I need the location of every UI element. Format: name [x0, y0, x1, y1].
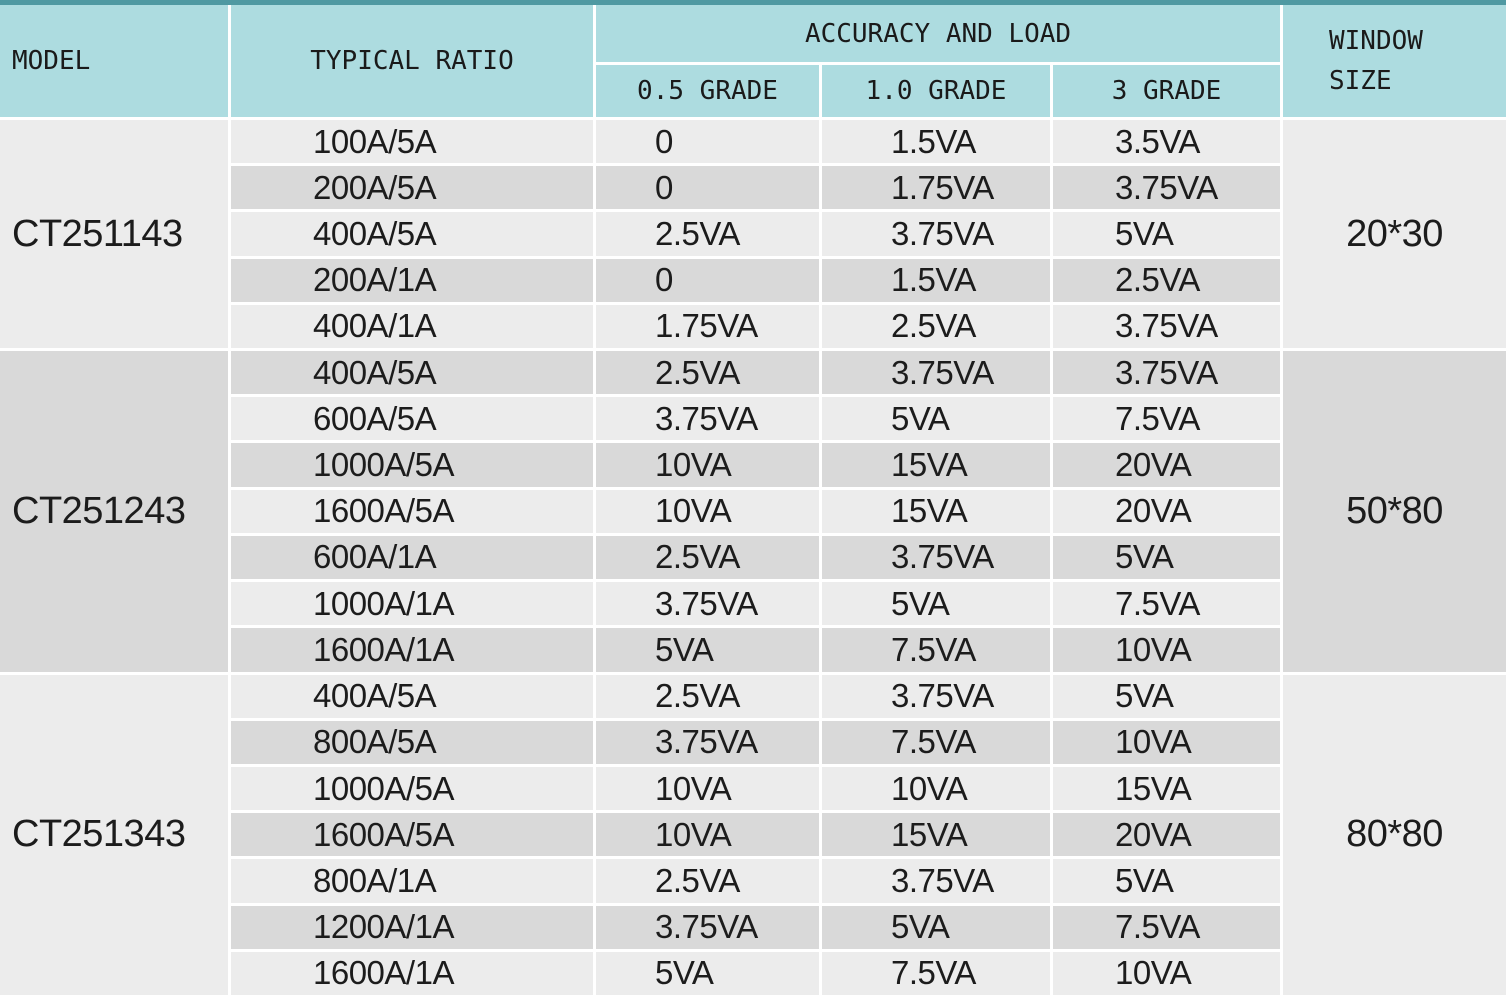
grade-3-cell: 20VA	[1053, 489, 1280, 533]
grade-3-cell: 3.75VA	[1053, 351, 1280, 395]
grade-10-cell: 5VA	[822, 905, 1050, 949]
header-model: MODEL	[0, 5, 228, 117]
grade-3-cell: 7.5VA	[1053, 582, 1280, 626]
grade-3-cell: 20VA	[1053, 443, 1280, 487]
grade-10-cell: 15VA	[822, 489, 1050, 533]
ratio-cell: 400A/5A	[231, 351, 593, 395]
grade-10-cell: 3.75VA	[822, 859, 1050, 903]
grade-10-cell: 1.5VA	[822, 258, 1050, 302]
grade-3-cell: 5VA	[1053, 535, 1280, 580]
grade-3-cell: 5VA	[1053, 859, 1280, 903]
grade-05-cell: 2.5VA	[596, 859, 819, 903]
grade-05-cell: 3.75VA	[596, 720, 819, 764]
ratio-cell: 200A/1A	[231, 258, 593, 302]
grade-05-cell: 3.75VA	[596, 397, 819, 441]
grade-05-cell: 10VA	[596, 766, 819, 811]
ratio-cell: 400A/5A	[231, 674, 593, 718]
ratio-cell: 800A/5A	[231, 720, 593, 764]
grade-05-cell: 0	[596, 166, 819, 210]
grade-10-cell: 2.5VA	[822, 304, 1050, 349]
ratio-cell: 1600A/1A	[231, 951, 593, 995]
grade-3-cell: 10VA	[1053, 628, 1280, 672]
grade-3-cell: 3.75VA	[1053, 304, 1280, 349]
grade-3-cell: 5VA	[1053, 674, 1280, 718]
grade-3-cell: 20VA	[1053, 813, 1280, 857]
ratio-cell: 1000A/1A	[231, 582, 593, 626]
model-cell: CT251343	[0, 674, 228, 995]
model-cell: CT251243	[0, 351, 228, 672]
ratio-cell: 200A/5A	[231, 166, 593, 210]
grade-3-cell: 2.5VA	[1053, 258, 1280, 302]
ratio-cell: 600A/1A	[231, 535, 593, 580]
grade-05-cell: 2.5VA	[596, 535, 819, 580]
grade-05-cell: 3.75VA	[596, 582, 819, 626]
grade-3-cell: 7.5VA	[1053, 397, 1280, 441]
ratio-cell: 100A/5A	[231, 120, 593, 164]
grade-3-cell: 7.5VA	[1053, 905, 1280, 949]
grade-3-cell: 15VA	[1053, 766, 1280, 811]
ratio-cell: 1600A/5A	[231, 489, 593, 533]
grade-05-cell: 5VA	[596, 628, 819, 672]
grade-05-cell: 10VA	[596, 443, 819, 487]
grade-10-cell: 15VA	[822, 443, 1050, 487]
grade-05-cell: 2.5VA	[596, 674, 819, 718]
header-window-size: WINDOW SIZE	[1283, 5, 1506, 117]
header-grade-3: 3 GRADE	[1053, 65, 1280, 117]
header-grade-05: 0.5 GRADE	[596, 65, 819, 117]
ratio-cell: 1200A/1A	[231, 905, 593, 949]
ratio-cell: 600A/5A	[231, 397, 593, 441]
grade-05-cell: 10VA	[596, 489, 819, 533]
grade-10-cell: 3.75VA	[822, 212, 1050, 256]
grade-10-cell: 15VA	[822, 813, 1050, 857]
ratio-cell: 1000A/5A	[231, 443, 593, 487]
ratio-cell: 1600A/5A	[231, 813, 593, 857]
ratio-cell: 400A/1A	[231, 304, 593, 349]
grade-3-cell: 5VA	[1053, 212, 1280, 256]
grade-10-cell: 5VA	[822, 582, 1050, 626]
ratio-cell: 1000A/5A	[231, 766, 593, 811]
header-grade-10: 1.0 GRADE	[822, 65, 1050, 117]
grade-3-cell: 10VA	[1053, 720, 1280, 764]
grade-05-cell: 0	[596, 120, 819, 164]
grade-05-cell: 2.5VA	[596, 212, 819, 256]
grade-10-cell: 3.75VA	[822, 351, 1050, 395]
window-size-cell: 80*80	[1283, 674, 1506, 995]
ratio-cell: 400A/5A	[231, 212, 593, 256]
grade-3-cell: 10VA	[1053, 951, 1280, 995]
grade-10-cell: 1.5VA	[822, 120, 1050, 164]
grade-10-cell: 10VA	[822, 766, 1050, 811]
header-accuracy-and-load: ACCURACY AND LOAD	[596, 5, 1280, 62]
grade-05-cell: 10VA	[596, 813, 819, 857]
grade-10-cell: 1.75VA	[822, 166, 1050, 210]
model-cell: CT251143	[0, 120, 228, 349]
grade-3-cell: 3.75VA	[1053, 166, 1280, 210]
grade-05-cell: 1.75VA	[596, 304, 819, 349]
grade-10-cell: 3.75VA	[822, 674, 1050, 718]
grade-10-cell: 3.75VA	[822, 535, 1050, 580]
grade-05-cell: 3.75VA	[596, 905, 819, 949]
window-size-cell: 50*80	[1283, 351, 1506, 672]
grade-10-cell: 7.5VA	[822, 720, 1050, 764]
grade-10-cell: 5VA	[822, 397, 1050, 441]
grade-10-cell: 7.5VA	[822, 628, 1050, 672]
grade-3-cell: 3.5VA	[1053, 120, 1280, 164]
ratio-cell: 1600A/1A	[231, 628, 593, 672]
header-typical-ratio: TYPICAL RATIO	[231, 5, 593, 117]
grade-05-cell: 5VA	[596, 951, 819, 995]
ratio-cell: 800A/1A	[231, 859, 593, 903]
window-size-cell: 20*30	[1283, 120, 1506, 349]
grade-05-cell: 2.5VA	[596, 351, 819, 395]
grade-05-cell: 0	[596, 258, 819, 302]
grade-10-cell: 7.5VA	[822, 951, 1050, 995]
